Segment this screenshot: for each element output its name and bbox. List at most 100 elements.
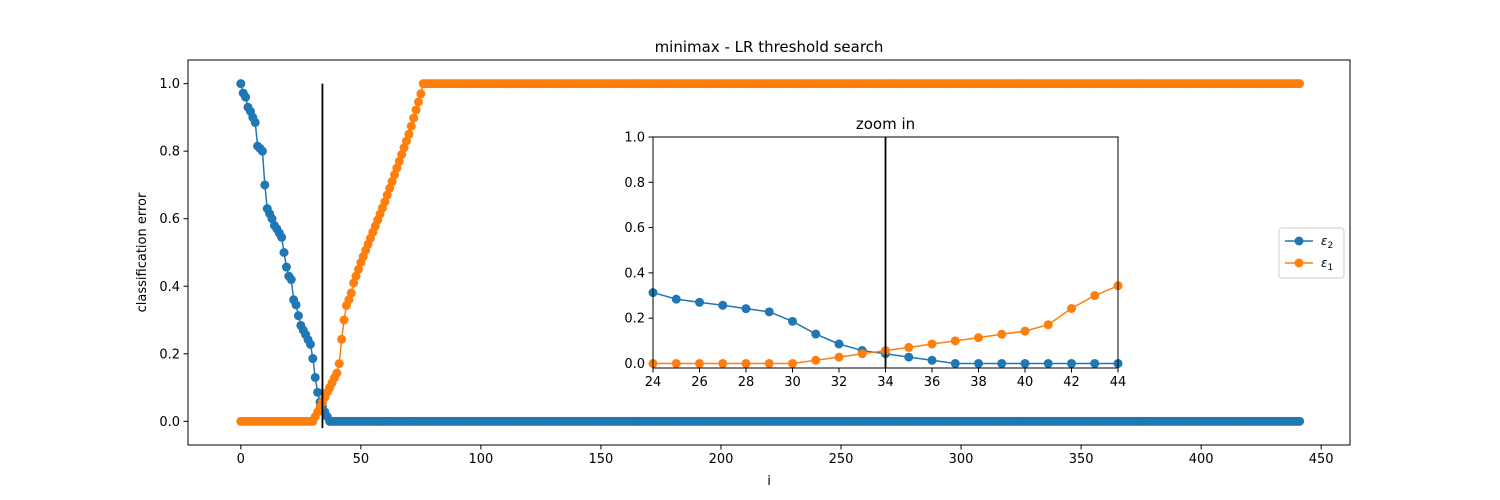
inset-series-0-point-16 bbox=[1020, 358, 1030, 368]
main-series-1 bbox=[236, 79, 1305, 426]
inset-series-1-point-15 bbox=[997, 329, 1007, 339]
inset-x-tick-label-4: 32 bbox=[831, 375, 848, 390]
inset-y-tick-label-3: 0.6 bbox=[624, 221, 645, 236]
main-series-0-point-23 bbox=[291, 300, 301, 310]
inset-series-0-point-2 bbox=[695, 297, 704, 307]
main-x-tick-label-9: 450 bbox=[1309, 452, 1334, 467]
main-x-tick-label-7: 350 bbox=[1069, 452, 1094, 467]
main-series-0-point-32 bbox=[313, 387, 323, 397]
main-series-0-point-9 bbox=[257, 146, 267, 156]
inset-series-0-point-18 bbox=[1067, 358, 1076, 368]
main-series-1-point-62 bbox=[385, 183, 395, 193]
inset-x-tick-label-1: 26 bbox=[691, 375, 708, 390]
main-series-0-point-441 bbox=[1295, 416, 1305, 426]
main-axes: 0 50 100 150 200 250 300 350 400 450 0.0 0.2 0.4 0.6 0… bbox=[135, 38, 1350, 489]
inset-series-0-point-5 bbox=[764, 307, 774, 317]
main-series-1-point-45 bbox=[344, 295, 354, 305]
inset-series-0-point-14 bbox=[974, 358, 983, 368]
legend-entry-1-label: ε1 bbox=[1321, 256, 1333, 273]
inset-series-1-point-1 bbox=[671, 358, 681, 368]
main-y-tick-label-1: 0.2 bbox=[159, 347, 180, 362]
inset-x-tick-label-5: 34 bbox=[877, 375, 894, 390]
main-series-0-point-31 bbox=[310, 372, 320, 382]
inset-series-1-point-14 bbox=[974, 333, 983, 343]
inset-y-tick-label-5: 1.0 bbox=[624, 131, 645, 146]
legend-entry-1-marker bbox=[1294, 258, 1304, 268]
inset-series-1-point-18 bbox=[1067, 303, 1076, 313]
inset-series-1-point-8 bbox=[834, 352, 844, 362]
inset-y-tick-label-2: 0.4 bbox=[624, 266, 645, 281]
inset-series-1-point-13 bbox=[950, 336, 960, 346]
inset-series-1-point-5 bbox=[764, 358, 774, 368]
main-series-0-point-13 bbox=[267, 214, 277, 224]
main-series-1-point-60 bbox=[380, 197, 390, 207]
main-y-tick-label-0: 0.0 bbox=[159, 415, 180, 430]
legend-entry-0-label: ε2 bbox=[1321, 234, 1333, 251]
main-series-1-point-72 bbox=[409, 113, 419, 123]
main-y-tick-label-5: 1.0 bbox=[159, 77, 180, 92]
inset-series-0-point-4 bbox=[741, 304, 751, 314]
inset-series-1-point-19 bbox=[1090, 291, 1100, 301]
inset-series-1-point-17 bbox=[1043, 320, 1053, 330]
main-x-tick-label-3: 150 bbox=[589, 452, 614, 467]
inset-series-0 bbox=[648, 288, 1123, 368]
inset-x-tick-label-9: 42 bbox=[1063, 375, 1080, 390]
main-series-1-point-71 bbox=[406, 121, 416, 131]
inset-series-0-point-1 bbox=[671, 294, 681, 304]
main-series-1-point-43 bbox=[339, 315, 349, 325]
main-series-0-point-6 bbox=[250, 117, 260, 127]
inset-series-0-point-15 bbox=[997, 358, 1007, 368]
main-x-axis-label: i bbox=[767, 474, 771, 489]
inset-x-tick-label-2: 28 bbox=[738, 375, 755, 390]
main-series-1-point-61 bbox=[382, 190, 392, 200]
inset-series-1-point-6 bbox=[788, 358, 797, 368]
main-series-1-point-42 bbox=[337, 334, 347, 344]
inset-y-tick-label-4: 0.8 bbox=[624, 176, 645, 191]
inset-series-0-point-17 bbox=[1043, 358, 1053, 368]
main-series-1-point-63 bbox=[387, 177, 397, 187]
inset-x-tick-label-0: 24 bbox=[645, 375, 662, 390]
inset-series-1-point-12 bbox=[927, 339, 937, 349]
main-series-0-point-17 bbox=[277, 232, 287, 242]
inset-series-0-point-13 bbox=[950, 358, 960, 368]
legend-box bbox=[1278, 227, 1345, 279]
main-x-tick-label-1: 50 bbox=[353, 452, 370, 467]
main-series-1-point-69 bbox=[401, 136, 411, 146]
inset-x-tick-label-8: 40 bbox=[1017, 375, 1034, 390]
main-y-tick-label-3: 0.6 bbox=[159, 212, 180, 227]
main-frame bbox=[187, 59, 1351, 446]
main-series-0-point-2 bbox=[241, 92, 251, 102]
main-series-1-point-70 bbox=[404, 129, 414, 139]
main-y-axis-label: classification error bbox=[135, 192, 150, 312]
inset-series-1-point-7 bbox=[811, 355, 821, 365]
main-series-1-point-67 bbox=[397, 150, 407, 160]
inset-axes: 24 26 28 30 32 34 36 38 40 42 44 0.0 0.2 0.4 0.6 0.8 1.0… bbox=[624, 115, 1126, 390]
inset-series-0-point-3 bbox=[718, 300, 728, 310]
inset-x-tick-label-10: 44 bbox=[1110, 375, 1127, 390]
main-y-tick-label-4: 0.8 bbox=[159, 145, 180, 160]
main-series-1-point-46 bbox=[346, 288, 356, 298]
main-x-tick-label-2: 100 bbox=[468, 452, 493, 467]
inset-series-1-point-11 bbox=[904, 342, 914, 352]
main-series-0 bbox=[236, 79, 1305, 426]
main-series-1-point-73 bbox=[411, 105, 421, 115]
inset-series-0-point-8 bbox=[834, 339, 844, 349]
main-series-0-point-18 bbox=[279, 248, 289, 257]
main-title: minimax - LR threshold search bbox=[655, 38, 884, 56]
main-series-1-point-49 bbox=[353, 264, 363, 274]
main-series-1-point-65 bbox=[392, 163, 402, 173]
inset-frame bbox=[652, 136, 1119, 369]
main-series-0-point-21 bbox=[286, 275, 296, 285]
inset-y-tick-label-0: 0.0 bbox=[624, 357, 645, 372]
main-series-1-point-47 bbox=[349, 278, 359, 288]
inset-series-0-point-11 bbox=[904, 352, 914, 362]
main-x-tick-label-5: 250 bbox=[829, 452, 854, 467]
main-series-0-point-19 bbox=[281, 262, 291, 272]
inset-y-tick-label-1: 0.2 bbox=[624, 312, 645, 327]
inset-series-1-point-3 bbox=[718, 358, 728, 368]
main-series-1-point-66 bbox=[394, 156, 404, 166]
inset-title: zoom in bbox=[856, 115, 915, 133]
main-x-tick-label-0: 0 bbox=[237, 452, 245, 467]
